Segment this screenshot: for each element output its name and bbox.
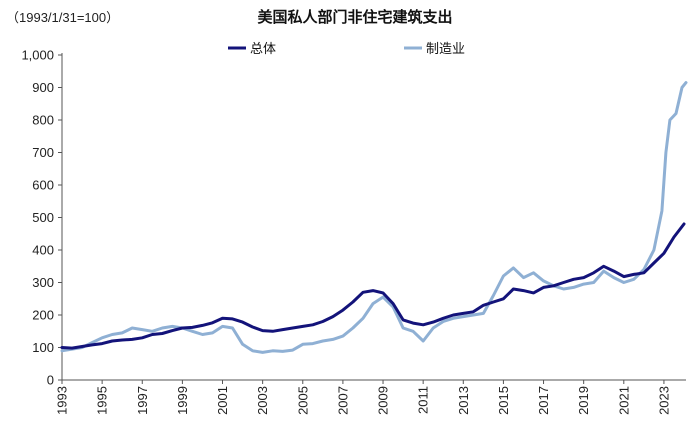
x-tick-label: 2001 — [215, 386, 230, 415]
series-layer — [60, 81, 688, 354]
y-tick-label: 900 — [32, 80, 54, 95]
y-tick-label: 700 — [32, 145, 54, 160]
legend: 总体 制造业 — [228, 42, 465, 57]
y-tick-label: 800 — [32, 113, 54, 128]
y-tick-label: 100 — [32, 340, 54, 355]
y-tick-label: 1,000 — [21, 48, 54, 63]
y-tick-label: 300 — [32, 275, 54, 290]
x-tick-label: 1997 — [135, 386, 150, 415]
chart-unit-note: （1993/1/31=100） — [6, 10, 119, 25]
series-line-manufacturing — [60, 81, 688, 354]
x-tick-label: 1995 — [95, 386, 110, 415]
chart-title: 美国私人部门非住宅建筑支出 — [257, 8, 452, 26]
x-tick-label: 2019 — [576, 386, 591, 415]
legend-label-manufacturing: 制造业 — [426, 42, 465, 57]
x-axis: 1993 1995 1997 1999 2001 2003 2005 2007 2009 2011… — [55, 379, 686, 415]
y-tick-label: 500 — [32, 210, 54, 225]
y-tick-label: 0 — [47, 373, 54, 388]
x-tick-label: 1999 — [175, 386, 190, 415]
x-tick-label: 2009 — [376, 386, 391, 415]
y-axis: 0 100 200 300 400 500 600 700 800 900 1,000 — [21, 48, 63, 388]
x-tick-label: 2007 — [335, 386, 350, 415]
y-tick-label: 400 — [32, 243, 54, 258]
legend-label-total: 总体 — [250, 42, 276, 57]
x-tick-label: 2017 — [536, 386, 551, 415]
x-tick-label: 2015 — [496, 386, 511, 415]
x-tick-label: 2005 — [295, 386, 310, 415]
x-tick-label: 2011 — [416, 386, 431, 414]
series-line-total — [60, 222, 686, 350]
y-tick-label: 200 — [32, 308, 54, 323]
x-tick-label: 2023 — [656, 386, 671, 415]
x-tick-label: 2021 — [616, 386, 631, 415]
x-tick-label: 2013 — [456, 386, 471, 415]
x-tick-label: 1993 — [55, 386, 70, 415]
x-tick-label: 2003 — [255, 386, 270, 415]
y-tick-label: 600 — [32, 178, 54, 193]
